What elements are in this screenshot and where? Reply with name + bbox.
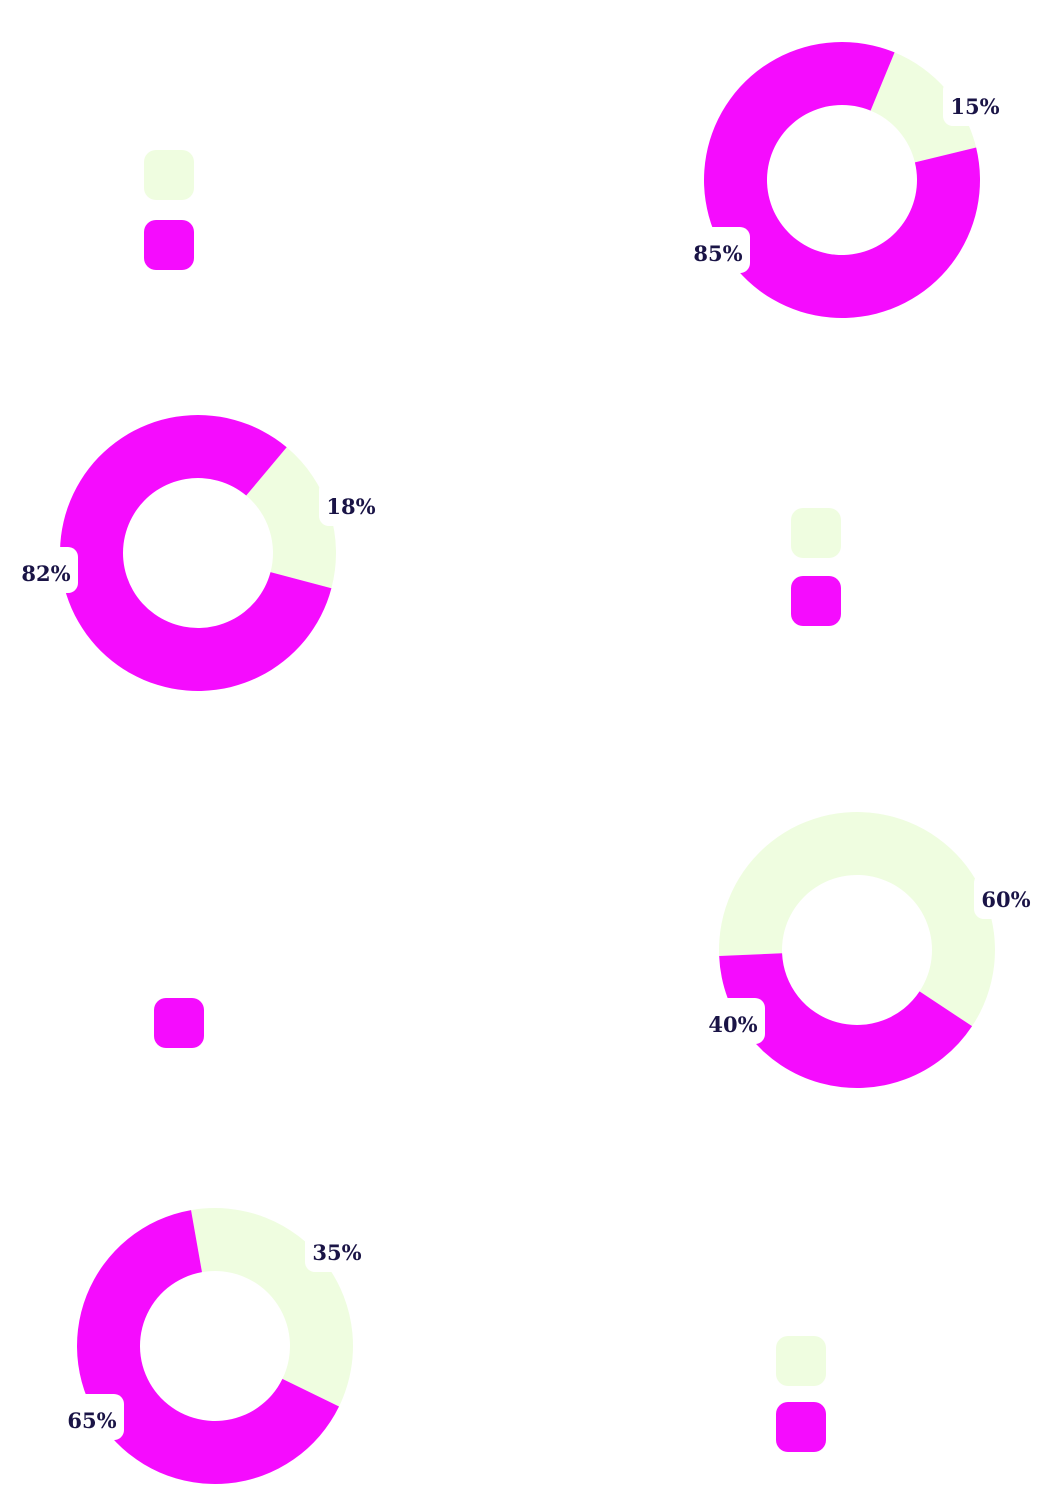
donut-1-slice-1 [870, 52, 977, 163]
legend-swatch-1-1 [144, 150, 194, 200]
donut-3-slice-2 [719, 953, 973, 1089]
donut-1-data-label-2: 85% [693, 241, 742, 266]
legend-swatch-4-1 [776, 1336, 826, 1386]
donut-1-data-label-1: 15% [950, 94, 999, 119]
legend-swatch-3-1 [154, 998, 204, 1048]
donut-chart-1: 15% 85% [686, 42, 1007, 318]
donut-1-label-bg-2 [686, 227, 750, 273]
legend-swatch-4-2 [776, 1402, 826, 1452]
donut-2-slice-2 [60, 415, 332, 692]
donut-3-data-label-1: 60% [981, 887, 1030, 912]
legend-swatch-2-1 [791, 508, 841, 558]
legend-swatch-1-2 [144, 220, 194, 270]
donut-1-label-bg-1 [943, 80, 1007, 126]
donut-3-slice-1 [719, 812, 995, 1027]
donut-1-slice-2 [703, 42, 980, 318]
donut-4-data-label-1: 35% [312, 1240, 361, 1265]
donut-chart-3: 60% 40% [701, 812, 1038, 1089]
donut-4-label-bg-1 [305, 1226, 369, 1272]
donut-2-label-bg-1 [319, 480, 383, 526]
donut-2-slice-1 [246, 447, 337, 589]
legend-swatch-2-2 [791, 576, 841, 626]
donut-4-label-bg-2 [60, 1394, 124, 1440]
donut-4-slice-2 [76, 1210, 340, 1485]
donut-3-label-bg-1 [974, 873, 1038, 919]
donut-3-data-label-2: 40% [708, 1012, 757, 1037]
donut-2-data-label-1: 18% [326, 494, 375, 519]
donut-4-data-label-2: 65% [67, 1408, 116, 1433]
donut-chart-4: 35% 65% [60, 1208, 369, 1485]
donut-chart-2: 18% 82% [14, 415, 383, 692]
donut-2-label-bg-2 [14, 547, 78, 593]
donut-2-data-label-2: 82% [21, 561, 70, 586]
donut-3-label-bg-2 [701, 998, 765, 1044]
